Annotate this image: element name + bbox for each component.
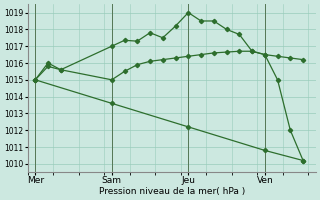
X-axis label: Pression niveau de la mer( hPa ): Pression niveau de la mer( hPa )	[99, 187, 245, 196]
